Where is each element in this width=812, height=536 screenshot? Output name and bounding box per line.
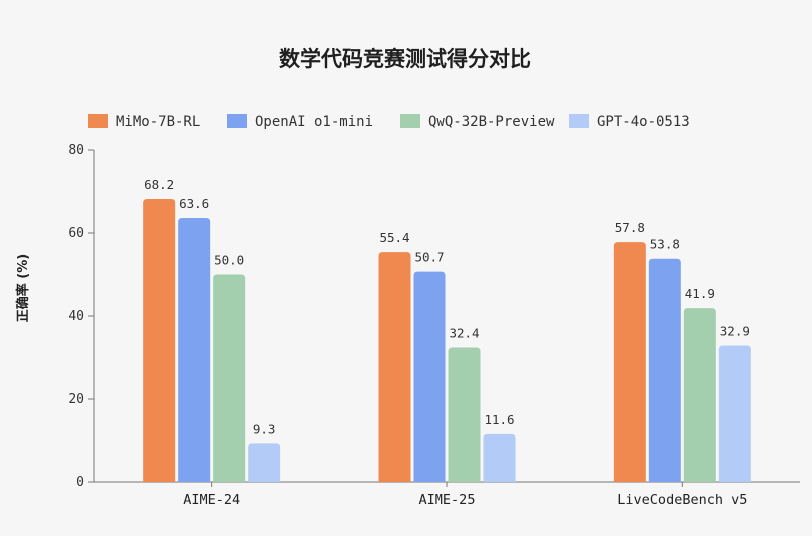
bar-value-label: 68.2: [144, 177, 174, 192]
legend-swatch: [569, 114, 589, 128]
bar-value-label: 57.8: [615, 220, 645, 235]
bar: [178, 218, 211, 482]
bar-value-label: 63.6: [179, 196, 209, 211]
bar-value-label: 32.9: [720, 323, 750, 338]
y-axis-label: 正确率 (%): [15, 254, 31, 322]
legend-label: MiMo-7B-RL: [116, 114, 200, 130]
bar: [143, 198, 176, 482]
legend-swatch: [88, 114, 108, 128]
y-tick-label: 80: [68, 143, 84, 158]
y-tick-label: 0: [76, 475, 84, 490]
bar-value-label: 9.3: [253, 421, 276, 436]
legend-swatch: [227, 114, 247, 128]
bar: [718, 345, 751, 482]
legend: MiMo-7B-RL OpenAI o1-mini QwQ-32B-Preview G…: [88, 114, 690, 130]
bar-value-label: 53.8: [650, 237, 680, 252]
bar-value-label: 11.6: [484, 412, 514, 427]
bar: [248, 443, 281, 482]
bar-value-label: 55.4: [379, 230, 409, 245]
bar-value-label: 50.0: [214, 253, 244, 268]
y-tick-label: 20: [68, 392, 84, 407]
bar-value-label: 32.4: [449, 326, 479, 341]
bar: [613, 242, 646, 482]
bar-value-label: 41.9: [685, 286, 715, 301]
legend-item: OpenAI o1-mini: [227, 114, 373, 130]
x-tick-label: LiveCodeBench v5: [617, 492, 747, 508]
bar: [378, 252, 411, 482]
bar-value-label: 50.7: [414, 250, 444, 265]
legend-item: MiMo-7B-RL: [88, 114, 200, 130]
bar: [683, 308, 716, 482]
legend-item: QwQ-32B-Preview: [400, 114, 555, 130]
bar: [213, 274, 246, 482]
legend-swatch: [400, 114, 420, 128]
bar: [483, 433, 516, 482]
x-tick-label: AIME-24: [183, 492, 240, 508]
axes: 0 20 40 60 80 AIME-24 AIME-25 LiveCodeBench v5: [68, 143, 800, 508]
legend-item: GPT-4o-0513: [569, 114, 690, 130]
x-tick-label: AIME-25: [419, 492, 476, 508]
legend-label: OpenAI o1-mini: [255, 114, 373, 130]
bar: [648, 258, 681, 482]
bars: 68.2 63.6 50.0 9.3 55.4 50.7 32.4 11.6 57.8 53.8 4…: [143, 177, 751, 482]
bar: [413, 271, 446, 482]
legend-label: GPT-4o-0513: [597, 114, 690, 130]
bar: [448, 347, 481, 482]
legend-label: QwQ-32B-Preview: [428, 114, 555, 130]
y-tick-label: 40: [68, 309, 84, 324]
y-tick-label: 60: [68, 226, 84, 241]
chart-title: 数学代码竞赛测试得分对比: [279, 47, 531, 71]
